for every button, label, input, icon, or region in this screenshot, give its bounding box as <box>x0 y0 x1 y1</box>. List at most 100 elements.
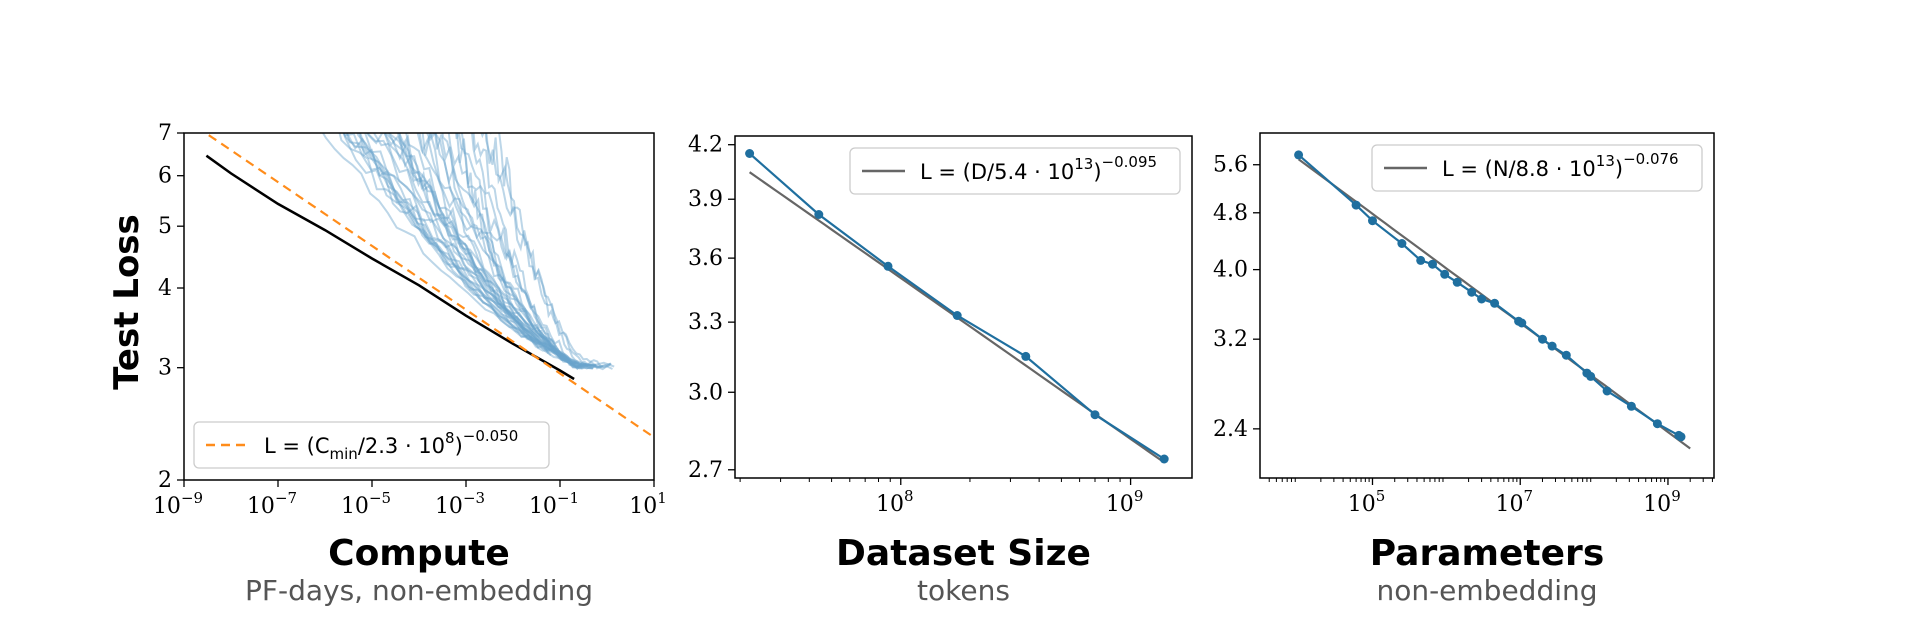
data-point <box>1294 150 1304 160</box>
training-run-line <box>342 133 602 369</box>
training-run-line <box>456 133 597 370</box>
data-point <box>1490 298 1500 308</box>
training-run-line <box>366 133 595 370</box>
y-tick-label: 6 <box>158 164 172 189</box>
y-tick-label: 4.0 <box>1213 258 1248 283</box>
panel-title: Compute <box>328 533 510 574</box>
panel-subtitle: non-embedding <box>1376 574 1597 607</box>
training-run-line <box>447 133 583 371</box>
legend-box <box>849 147 1181 195</box>
training-run-line <box>460 133 587 367</box>
data-point <box>1428 259 1437 269</box>
y-tick-label: 3.2 <box>1213 327 1248 352</box>
data-point <box>745 149 755 158</box>
panel-parameters: 105 107 109 2.4 3.2 4.0 4.8 5.6 L = (N/8.8 · 101… <box>1213 132 1715 607</box>
training-run-line <box>358 133 562 358</box>
training-run-line <box>428 133 584 369</box>
y-tick-label: 2 <box>158 468 172 493</box>
axes-frame <box>734 135 1193 479</box>
data-point <box>1452 277 1462 287</box>
data-point <box>1538 334 1547 344</box>
y-tick-label: 7 <box>158 121 172 146</box>
panel-compute: 10−9 10−7 10−5 10−3 10−1 101 2 3 4 5 6 7 L = (Cmin/2… <box>153 121 667 607</box>
data-point <box>1652 419 1662 429</box>
training-run-line <box>455 133 541 346</box>
y-tick-label: 3.0 <box>688 380 723 405</box>
x-tick-label: 10−7 <box>247 489 297 519</box>
training-run-line <box>398 133 550 355</box>
training-run-line <box>364 133 589 366</box>
data-point <box>1626 401 1636 411</box>
x-tick-label: 108 <box>876 487 914 517</box>
data-point <box>1368 216 1377 226</box>
x-tick-label: 10−1 <box>529 489 579 519</box>
x-tick-label: 10−5 <box>341 489 391 519</box>
data-point <box>1397 239 1407 248</box>
training-run-line <box>383 133 594 370</box>
panel-subtitle: PF-days, non-embedding <box>245 574 593 607</box>
data-point <box>1416 255 1426 265</box>
training-run-line <box>359 133 611 368</box>
x-tick-label: 101 <box>629 489 667 519</box>
training-run-line <box>356 133 550 352</box>
panel-title: Parameters <box>1370 533 1605 574</box>
training-run-line <box>418 133 594 370</box>
training-run-line <box>346 133 552 357</box>
legend-box <box>193 421 550 469</box>
data-point <box>1676 432 1686 442</box>
training-run-line <box>472 133 577 369</box>
training-run-line <box>490 133 594 368</box>
y-tick-label: 4 <box>158 276 172 301</box>
training-run-line <box>441 133 580 369</box>
plot-area <box>1294 150 1691 450</box>
data-point <box>1021 351 1031 361</box>
y-tick-label: 3.6 <box>688 246 723 271</box>
panel-subtitle: tokens <box>917 574 1010 607</box>
training-run-line <box>434 133 583 370</box>
data-point <box>1477 294 1487 304</box>
x-tick-label: 107 <box>1495 487 1533 517</box>
training-run-line <box>387 133 612 371</box>
training-run-line <box>416 133 573 366</box>
data-point <box>814 210 824 219</box>
data-point <box>952 311 962 320</box>
training-run-line <box>405 133 565 359</box>
axes-frame <box>1259 132 1715 479</box>
legend: L = (D/5.4 · 1013)−0.095 <box>849 147 1181 195</box>
y-tick-label: 5 <box>158 214 172 239</box>
data-point <box>1517 318 1527 328</box>
training-run-line <box>343 133 569 364</box>
legend-label: L = (D/5.4 · 1013)−0.095 <box>920 153 1157 184</box>
training-run-line <box>365 133 587 369</box>
y-tick-label: 3.3 <box>688 310 723 335</box>
data-series-line <box>748 152 1165 460</box>
plot-area <box>745 149 1169 464</box>
x-tick-label: 109 <box>1106 487 1144 517</box>
legend-label: L = (N/8.8 · 1013)−0.076 <box>1442 150 1679 181</box>
training-run-line <box>384 133 596 370</box>
data-point <box>1467 287 1477 297</box>
power-law-fit-line <box>203 133 654 439</box>
training-run-line <box>480 133 612 369</box>
training-run-line <box>396 133 576 366</box>
y-tick-label: 2.7 <box>688 458 723 483</box>
legend: L = (N/8.8 · 1013)−0.076 <box>1371 144 1703 192</box>
y-tick-label: 4.2 <box>688 133 723 158</box>
data-series-line <box>1297 154 1682 438</box>
training-run-line <box>373 133 575 369</box>
data-point <box>1547 341 1557 351</box>
training-run-line <box>338 133 563 360</box>
training-run-line <box>321 133 540 349</box>
training-run-line <box>484 133 604 370</box>
training-run-line <box>398 133 567 360</box>
x-tick-label: 109 <box>1643 487 1681 517</box>
legend-label: L = (Cmin/2.3 · 108)−0.050 <box>264 427 518 463</box>
legend-box <box>1371 144 1703 192</box>
data-point <box>1586 371 1596 381</box>
y-tick-label: 5.6 <box>1213 153 1248 178</box>
training-run-line <box>421 133 577 366</box>
y-tick-label: 3 <box>158 356 172 381</box>
training-run-line <box>345 133 597 370</box>
training-run-line <box>426 133 592 369</box>
